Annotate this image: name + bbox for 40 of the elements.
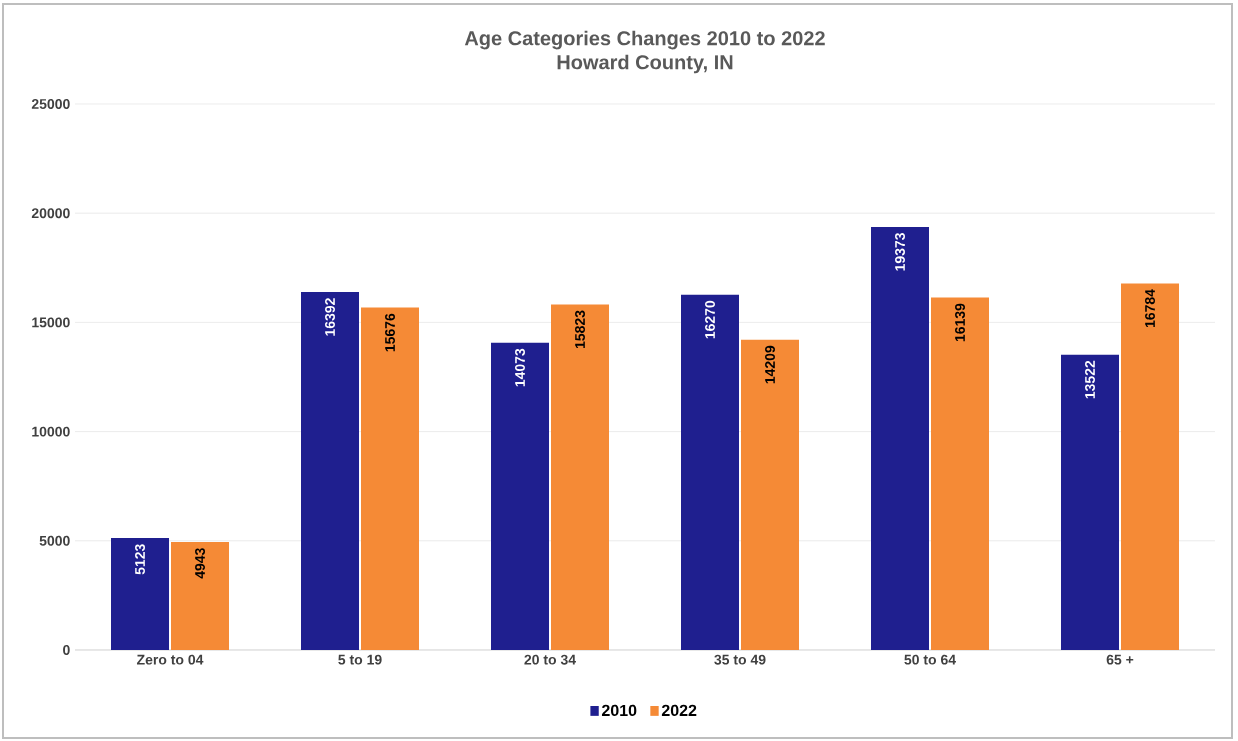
data-label: 19373	[895, 233, 905, 271]
data-label: 14209	[765, 345, 775, 384]
bar	[1121, 283, 1179, 650]
bar	[361, 307, 420, 650]
bar	[111, 538, 170, 650]
data-label: 16392	[325, 298, 335, 336]
bar	[491, 342, 550, 650]
data-label: 13522	[1085, 360, 1095, 399]
y-tick-label: 15000	[32, 317, 70, 328]
bar	[871, 226, 929, 650]
bar	[741, 339, 799, 650]
data-label: 16784	[1145, 289, 1155, 328]
y-tick-label: 5000	[39, 535, 70, 546]
data-label: 15823	[575, 310, 585, 349]
data-label: 16270	[705, 300, 715, 339]
data-label: 16139	[955, 303, 965, 342]
x-tick-label: 65 +	[1106, 654, 1134, 665]
bar	[931, 297, 989, 650]
data-label: 15676	[385, 313, 395, 352]
chart-subtitle: Howard County, IN	[557, 54, 733, 74]
bar	[551, 304, 610, 650]
data-label: 5123	[135, 544, 145, 575]
x-tick-label: 50 to 64	[904, 654, 956, 665]
bar	[1061, 354, 1119, 650]
x-tick-label: 35 to 49	[714, 654, 766, 665]
y-tick-label: 25000	[31, 99, 70, 109]
x-tick-label: Zero to 04	[136, 654, 204, 665]
legend-label: 2010	[601, 704, 637, 717]
bar	[301, 291, 360, 650]
x-tick-label: 20 to 34	[524, 654, 576, 665]
chart-title: Age Categories Changes 2010 to 2022	[464, 30, 825, 50]
bar	[171, 542, 230, 650]
data-label: 14073	[515, 348, 525, 387]
data-label: 4943	[195, 548, 205, 579]
legend-label: 2022	[661, 704, 697, 717]
y-tick-label: 0	[63, 645, 70, 655]
bar	[681, 294, 739, 650]
x-tick-label: 5 to 19	[338, 654, 382, 665]
y-tick-label: 10000	[32, 426, 70, 437]
y-tick-label: 20000	[31, 208, 70, 219]
